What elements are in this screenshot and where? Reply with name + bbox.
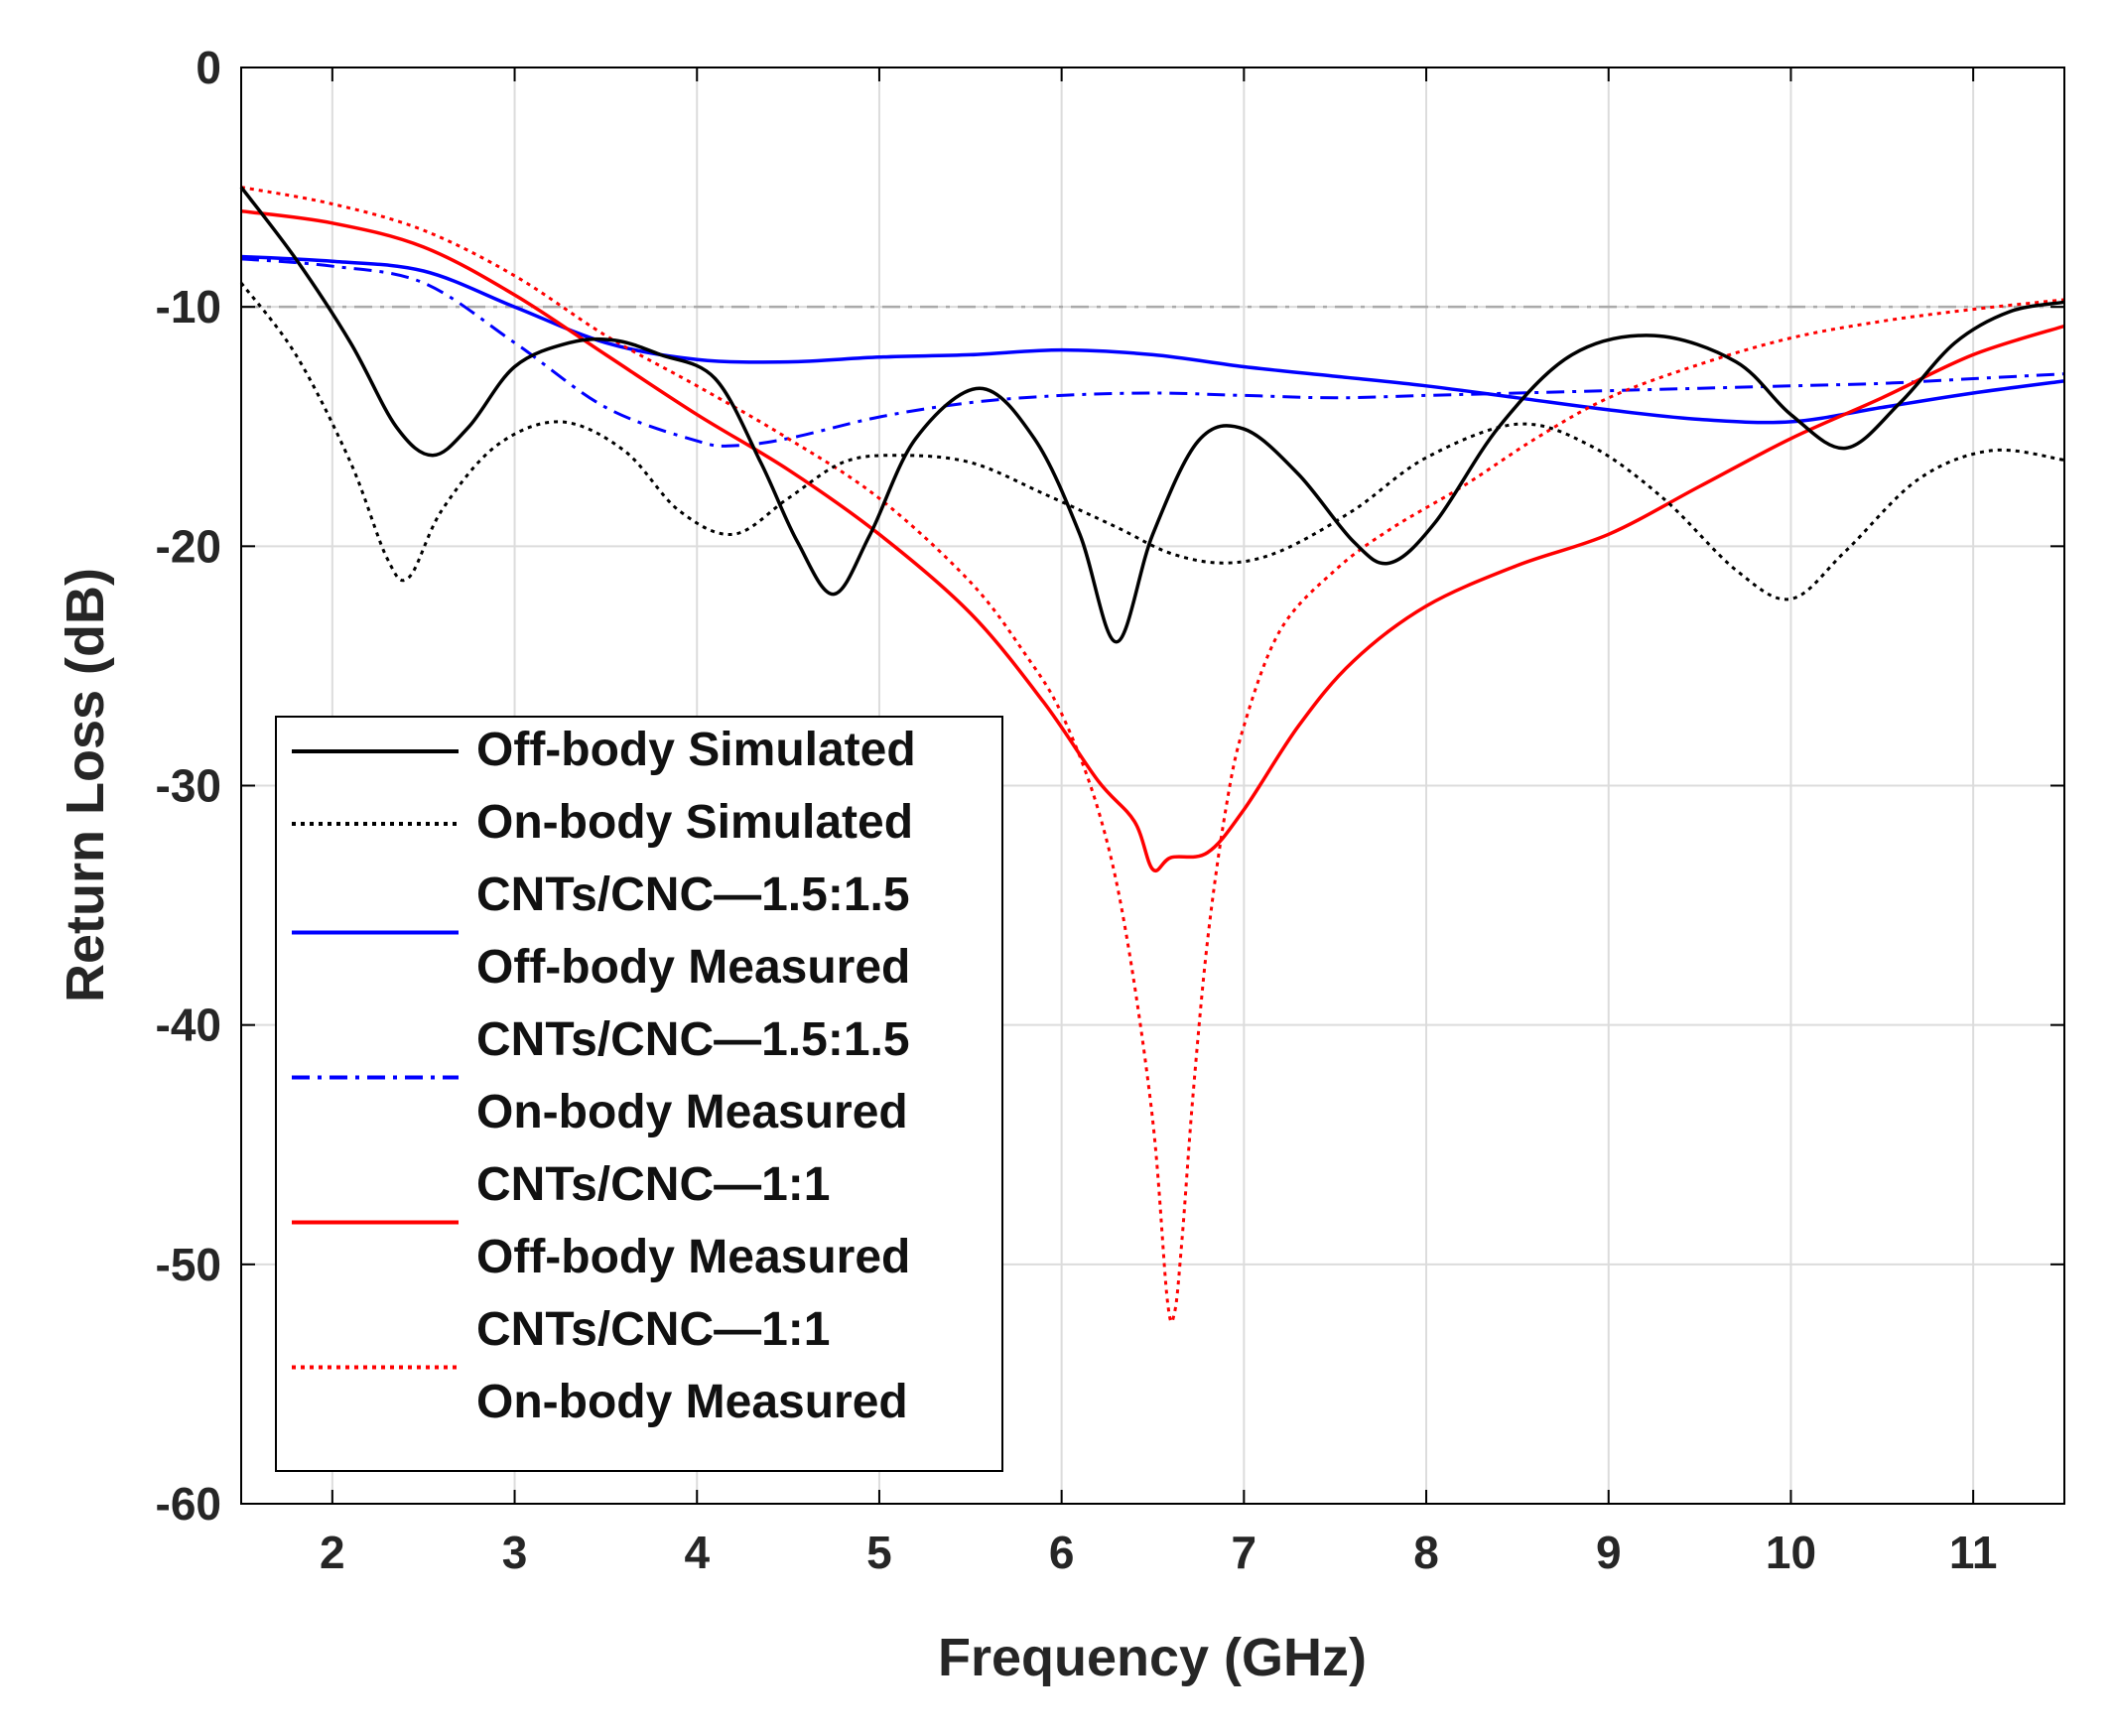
- x-tick-label: 10: [1766, 1527, 1816, 1578]
- legend-label: Off-body Simulated: [476, 724, 916, 776]
- y-tick-label: -20: [156, 520, 221, 572]
- legend-label: CNTs/CNC—1:1: [476, 1158, 830, 1211]
- y-tick-label: -50: [156, 1239, 221, 1290]
- x-tick-label: 5: [866, 1527, 892, 1578]
- legend-label: On-body Simulated: [476, 796, 913, 849]
- y-tick-label: -60: [156, 1478, 221, 1530]
- y-axis-title: Return Loss (dB): [56, 568, 115, 1002]
- legend-label: On-body Measured: [476, 1376, 908, 1428]
- series-layer: [239, 186, 2065, 1324]
- x-tick-label: 3: [502, 1527, 528, 1578]
- y-tick-label: -40: [156, 1000, 221, 1051]
- legend-label: CNTs/CNC—1.5:1.5: [476, 868, 910, 921]
- x-axis-title: Frequency (GHz): [938, 1628, 1367, 1687]
- legend-label: CNTs/CNC—1:1: [476, 1303, 830, 1356]
- series-line: [240, 257, 2065, 448]
- x-tick-label: 2: [320, 1527, 345, 1578]
- legend-label: Off-body Measured: [476, 941, 910, 994]
- x-tick-label: 11: [1949, 1527, 1998, 1578]
- legend-label: Off-body Measured: [476, 1231, 910, 1283]
- legend-label: On-body Measured: [476, 1086, 908, 1138]
- x-tick-label: 9: [1596, 1527, 1622, 1578]
- series-line: [239, 186, 2065, 644]
- x-tick-label: 7: [1232, 1527, 1257, 1578]
- series-line: [240, 208, 2065, 872]
- x-tick-label: 4: [684, 1527, 710, 1578]
- series-line: [240, 186, 2065, 1324]
- y-tick-label: -10: [156, 281, 221, 333]
- x-tick-label: 6: [1049, 1527, 1075, 1578]
- series-line: [240, 254, 2065, 425]
- y-tick-label: -30: [156, 760, 221, 812]
- legend: Off-body Simulated On-body Simulated CNTs/…: [275, 716, 1003, 1472]
- y-tick-label: 0: [196, 42, 221, 93]
- x-tick-label: 8: [1413, 1527, 1439, 1578]
- legend-box: [275, 716, 1003, 1472]
- legend-label: CNTs/CNC—1.5:1.5: [476, 1013, 910, 1066]
- axis-ticks: 2 3 4 5 6 7 8 9 10 11 0 -10 -20 -30 -40 -50 -60: [156, 42, 2064, 1578]
